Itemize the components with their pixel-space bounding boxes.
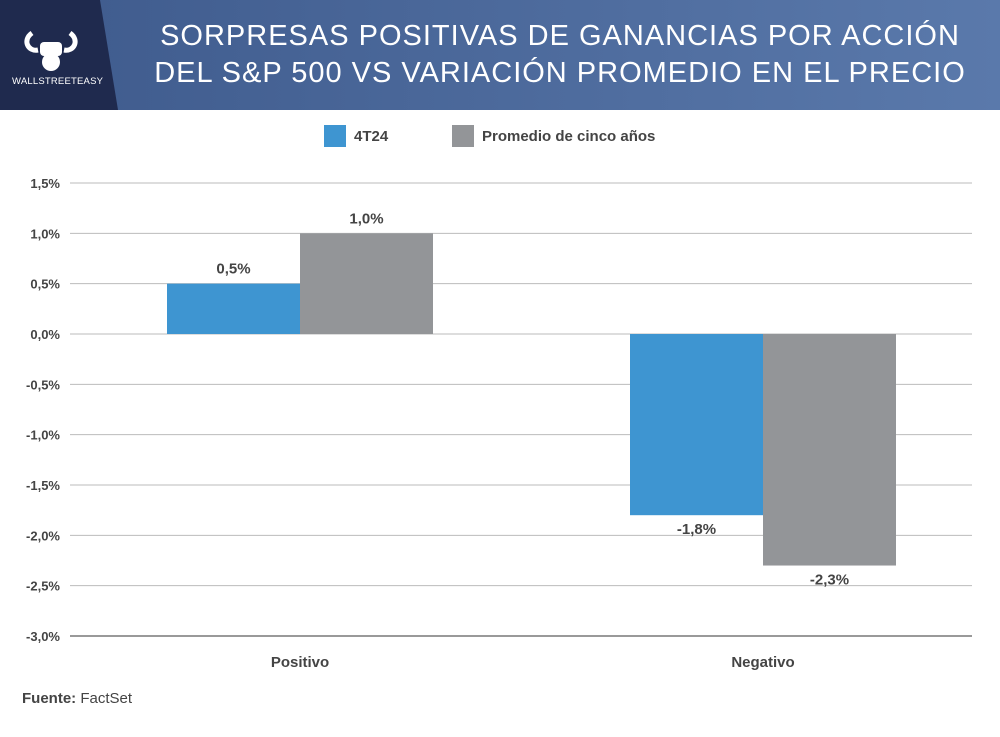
y-tick-label: -3,0% bbox=[26, 629, 60, 644]
y-tick-label: 1,0% bbox=[30, 226, 60, 241]
header: WALLSTREETEASY SORPRESAS POSITIVAS DE GA… bbox=[0, 0, 1000, 110]
y-tick-label: -1,5% bbox=[26, 478, 60, 493]
bar bbox=[630, 334, 763, 516]
y-tick-label: 1,5% bbox=[30, 176, 60, 191]
data-label: 0,5% bbox=[216, 261, 250, 278]
bar bbox=[300, 233, 433, 334]
logo: WALLSTREETEASY bbox=[0, 0, 118, 110]
y-tick-label: -2,0% bbox=[26, 528, 60, 543]
legend-item-4t24: 4T24 bbox=[324, 125, 388, 147]
bull-fist-icon bbox=[24, 30, 78, 71]
data-label: 1,0% bbox=[349, 210, 383, 227]
x-tick-label: Negativo bbox=[731, 654, 794, 671]
data-label: -2,3% bbox=[810, 572, 849, 589]
y-tick-label: 0,0% bbox=[30, 327, 60, 342]
y-tick-label: 0,5% bbox=[30, 277, 60, 292]
x-tick-label: Positivo bbox=[271, 654, 329, 671]
bar bbox=[167, 283, 300, 334]
y-tick-label: -0,5% bbox=[26, 377, 60, 392]
legend: 4T24 Promedio de cinco años bbox=[0, 125, 1000, 149]
legend-item-five-year: Promedio de cinco años bbox=[452, 125, 655, 147]
data-label: -1,8% bbox=[677, 521, 716, 538]
y-tick-label: -1,0% bbox=[26, 428, 60, 443]
bar bbox=[763, 334, 896, 566]
y-tick-label: -2,5% bbox=[26, 579, 60, 594]
source: Fuente: FactSet bbox=[22, 690, 133, 707]
chart-title: SORPRESAS POSITIVAS DE GANANCIAS POR ACC… bbox=[154, 20, 966, 89]
